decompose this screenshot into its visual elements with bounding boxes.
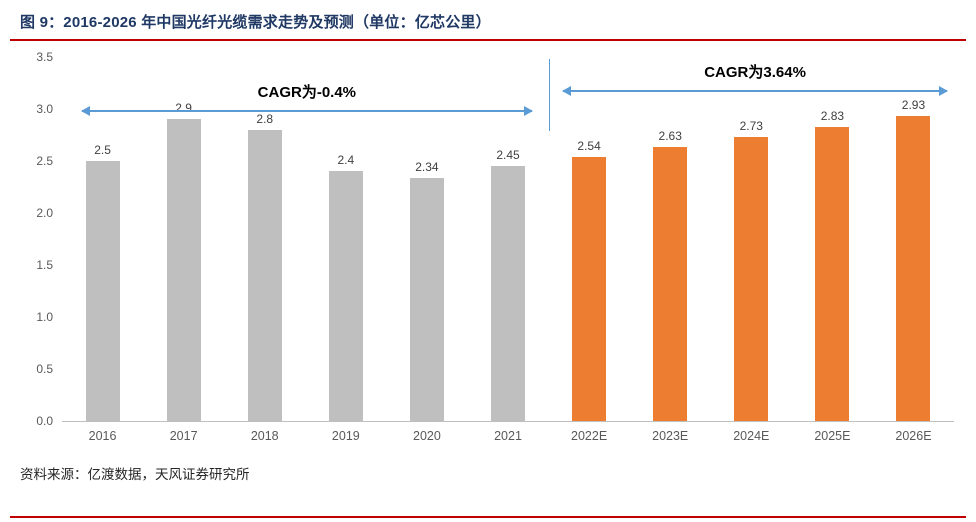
- cagr-label-historical: CAGR为-0.4%: [257, 84, 357, 101]
- bar-2026E: [896, 116, 931, 421]
- bar-column-2023E: 2.63: [630, 57, 711, 421]
- bar-value-label: 2.4: [337, 153, 355, 168]
- cagr-label-forecast: CAGR为3.64%: [704, 64, 806, 81]
- bar-2017: [166, 119, 201, 421]
- x-tick-label: 2016: [88, 429, 117, 443]
- x-tick-label: 2021: [494, 429, 522, 443]
- bar-2022E: [572, 156, 607, 421]
- cagr-annotation-historical: CAGR为-0.4%: [80, 81, 534, 121]
- bar-2023E: [653, 147, 688, 421]
- bar-2019: [328, 171, 363, 421]
- y-tick-label: 1.5: [36, 258, 53, 272]
- y-tick-label: 0.0: [36, 414, 53, 428]
- x-tick-label: 2023E: [652, 429, 689, 443]
- bar-column-2026E: 2.93: [873, 57, 954, 421]
- y-tick-label: 3.0: [36, 102, 53, 116]
- y-tick-label: 2.0: [36, 206, 53, 220]
- bar-value-label: 2.45: [496, 148, 520, 163]
- bar-value-label: 2.5: [94, 143, 111, 157]
- bar-2020: [409, 177, 444, 421]
- bar-column-2025E: 2.83: [792, 57, 873, 421]
- bar-value-label: 2.34: [415, 159, 439, 174]
- figure-footer: 资料来源：亿渡数据，天风证券研究所: [20, 463, 956, 516]
- bottom-divider-line: [10, 516, 966, 518]
- x-axis-labels: 2016 2017 2018 2019 2020 2021 2022E 2023E 2024E 2…: [62, 429, 954, 443]
- x-tick-label: 2020: [413, 429, 441, 443]
- figure-header: 图 9：2016-2026 年中国光纤光缆需求走势及预测（单位：亿芯公里）: [0, 0, 976, 39]
- x-tick-label: 2025E: [814, 429, 851, 443]
- bar-value-label: 2.73: [739, 119, 763, 134]
- bar-2016: [85, 161, 120, 421]
- bar-value-label: 2.63: [658, 129, 682, 144]
- bar-2021: [491, 166, 526, 421]
- bar-2018: [247, 129, 282, 421]
- bar-column-2022E: 2.54: [549, 57, 630, 421]
- y-tick-label: 1.0: [36, 310, 53, 324]
- x-tick-label: 2017: [169, 429, 198, 443]
- plot-area: 0.0 0.5 1.0 1.5 2.0 2.5 3.0 3.5 2.5 2.9 2.8 2.4 2.3…: [36, 50, 954, 428]
- x-tick-label: 2026E: [895, 429, 932, 443]
- bar-column-2019: 2.4: [305, 57, 386, 421]
- x-tick-label: 2018: [250, 429, 279, 443]
- bar-column-2024E: 2.73: [711, 57, 792, 421]
- bar-column-2016: 2.5: [62, 57, 143, 421]
- cagr-annotation-forecast: CAGR为3.64%: [562, 61, 948, 101]
- bar-chart: 0.0 0.5 1.0 1.5 2.0 2.5 3.0 3.5 2.5 2.9 2.8 2.4 2.3…: [22, 50, 954, 443]
- y-tick-label: 3.5: [36, 50, 53, 64]
- forecast-divider-line: [548, 59, 550, 131]
- bar-2024E: [734, 137, 769, 421]
- top-divider-line: [10, 39, 966, 41]
- x-tick-label: 2019: [331, 429, 360, 443]
- double-arrow-forecast: [562, 86, 948, 96]
- bar-column-2018: 2.8: [224, 57, 305, 421]
- bar-2025E: [815, 126, 850, 421]
- bar-value-label: 2.8: [256, 111, 274, 126]
- double-arrow-historical: [80, 106, 534, 116]
- source-note: 资料来源：亿渡数据，天风证券研究所: [20, 467, 250, 482]
- bar-value-label: 2.83: [820, 108, 845, 123]
- y-tick-label: 2.5: [36, 154, 53, 168]
- x-tick-label: 2024E: [733, 429, 770, 443]
- bar-column-2021: 2.45: [467, 57, 548, 421]
- figure-title: 图 9：2016-2026 年中国光纤光缆需求走势及预测（单位：亿芯公里）: [20, 14, 491, 31]
- x-tick-label: 2022E: [571, 429, 608, 443]
- bar-column-2017: 2.9: [143, 57, 224, 421]
- bar-column-2020: 2.34: [386, 57, 467, 421]
- bar-value-label: 2.54: [577, 138, 601, 153]
- y-tick-label: 0.5: [36, 362, 53, 376]
- bar-value-label: 2.93: [901, 98, 926, 113]
- bars-container: 2.5 2.9 2.8 2.4 2.34 2.45 2.54 2.63 2.73 2.83 2.93: [62, 57, 954, 421]
